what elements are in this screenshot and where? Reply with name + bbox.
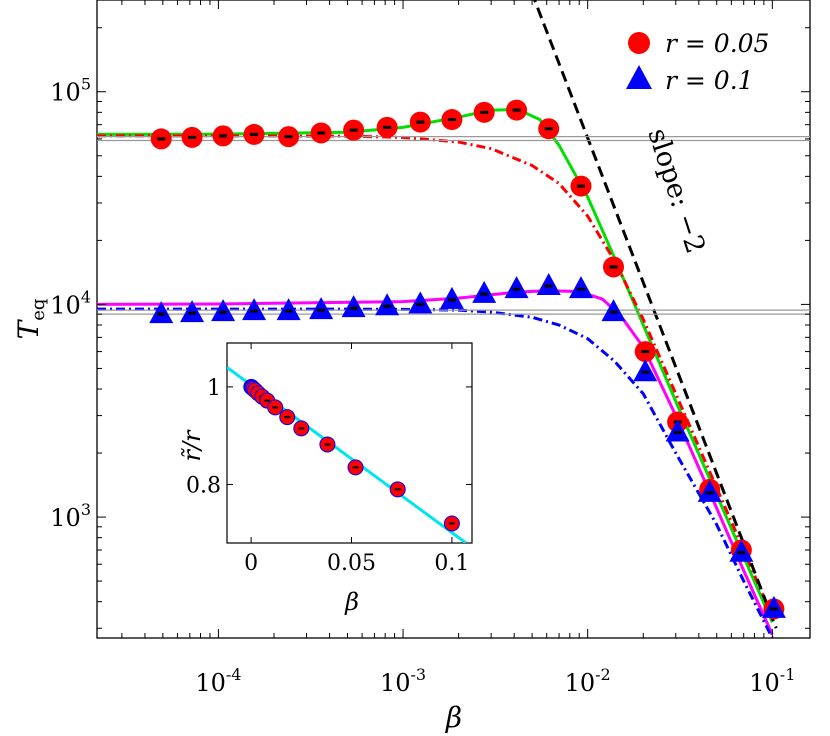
inset-x-tick-label-0: 0 [244, 551, 258, 576]
series-r-0-1 [149, 273, 786, 618]
data-point-triangle [180, 300, 205, 323]
data-point-triangle [761, 595, 786, 618]
line-slope-2 [533, 0, 778, 629]
y-tick-label-4: 104 [50, 287, 91, 319]
line-model-r-0-1 [97, 307, 774, 638]
main-plot-area [97, 0, 810, 638]
data-point-triangle [536, 273, 561, 296]
inset-plot-frame [226, 342, 473, 544]
data-point-triangle [665, 419, 690, 442]
inset-y-axis-label: r̃/r [178, 429, 206, 462]
inset-x-tick-label-0-1: 0.1 [434, 551, 469, 576]
data-point-triangle [601, 299, 626, 322]
legend: r = 0.05 r = 0.1 [626, 29, 769, 95]
y-tick-label-5: 105 [50, 75, 91, 107]
legend-label-r01: r = 0.1 [665, 66, 754, 95]
data-point-triangle [309, 297, 334, 320]
main-plot-layer [97, 0, 810, 638]
y-axis-label-main: Teq [12, 299, 49, 340]
x-tick-label-3: 10-3 [380, 665, 426, 697]
legend-marker-circle [628, 32, 650, 54]
y-tick-label-3: 103 [50, 500, 91, 532]
data-point-triangle [276, 298, 301, 321]
inset-series-r-0-05 [243, 378, 460, 532]
data-point-triangle [242, 298, 267, 321]
data-point-triangle [149, 301, 174, 324]
data-point-triangle [568, 276, 593, 299]
data-point-triangle [697, 479, 722, 502]
data-point-triangle [375, 293, 400, 316]
inset-x-axis-label: β [344, 588, 359, 616]
x-tick-label-4: 10-4 [195, 665, 241, 697]
x-tick-label-2: 10-2 [565, 665, 611, 697]
x-axis-label: β [445, 701, 462, 734]
data-point-triangle [439, 286, 464, 309]
inset-axis-ticks [227, 343, 472, 543]
inset-y-tick-label-1: 1 [207, 376, 221, 401]
inset-plot-area [227, 366, 467, 543]
data-point-triangle [472, 280, 497, 303]
data-point-triangle [408, 291, 433, 314]
legend-marker-triangle [626, 65, 652, 89]
data-point-triangle [633, 359, 658, 382]
data-point-triangle [729, 539, 754, 562]
y-axis-label: Teq [12, 299, 49, 340]
x-tick-label-1: 10-1 [749, 665, 795, 697]
main-axis-ticks [97, 0, 810, 638]
inset-x-tick-label-0-05: 0.05 [327, 551, 376, 576]
legend-label-r005: r = 0.05 [665, 29, 769, 58]
data-point-triangle [341, 295, 366, 318]
inset-plot-layer [227, 343, 472, 543]
data-point-triangle [211, 299, 236, 322]
inset-y-tick-label-0-8: 0.8 [186, 473, 221, 498]
data-point-triangle [504, 276, 529, 299]
